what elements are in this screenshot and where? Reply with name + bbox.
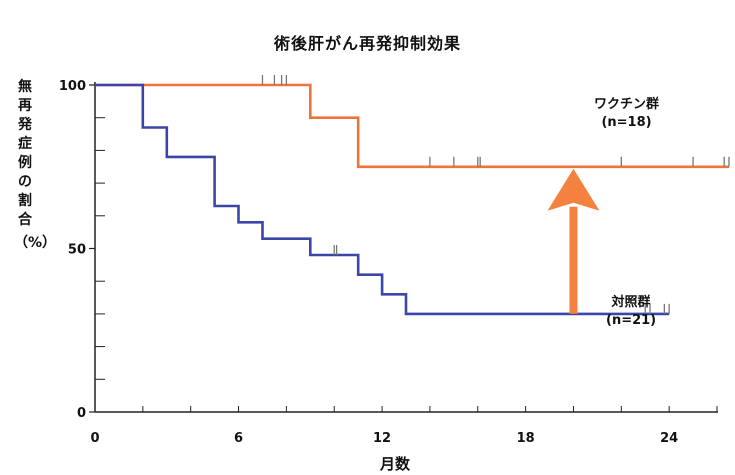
series-line <box>95 83 670 316</box>
x-tick-label: 12 <box>373 431 391 446</box>
y-tick-label: 100 <box>59 79 86 94</box>
legend-vaccine: ワクチン群 (n=18) <box>594 96 659 132</box>
legend-control: 対照群 (n=21) <box>606 294 656 330</box>
series-layer <box>95 75 730 316</box>
y-axis-label: 無再発症例の割合 （%） <box>14 78 57 253</box>
chart-title: 術後肝がん再発抑制効果 <box>273 34 461 53</box>
legend-control-name: 対照群 <box>611 295 651 310</box>
legend-control-n: (n=21) <box>606 313 657 328</box>
x-tick-label: 18 <box>517 431 535 446</box>
legend-vaccine-name: ワクチン群 <box>594 97 660 112</box>
series-control <box>95 83 670 316</box>
axes: 0 6 12 18 24 0 50 100 <box>59 79 718 446</box>
y-tick-label: 50 <box>68 243 86 258</box>
arrow-head <box>547 168 600 211</box>
series-vaccine <box>95 75 730 169</box>
x-tick-label: 0 <box>90 431 99 446</box>
y-tick-label: 0 <box>77 406 86 421</box>
annotation-layer <box>547 168 600 314</box>
legend-vaccine-n: (n=18) <box>601 115 652 130</box>
x-tick-label: 6 <box>234 431 243 446</box>
x-tick-label: 24 <box>660 431 678 446</box>
x-axis-label: 月数 <box>380 455 411 473</box>
y-axis-unit: （%） <box>14 235 57 251</box>
y-axis-label-text: 無再発症例の割合 <box>18 79 32 228</box>
